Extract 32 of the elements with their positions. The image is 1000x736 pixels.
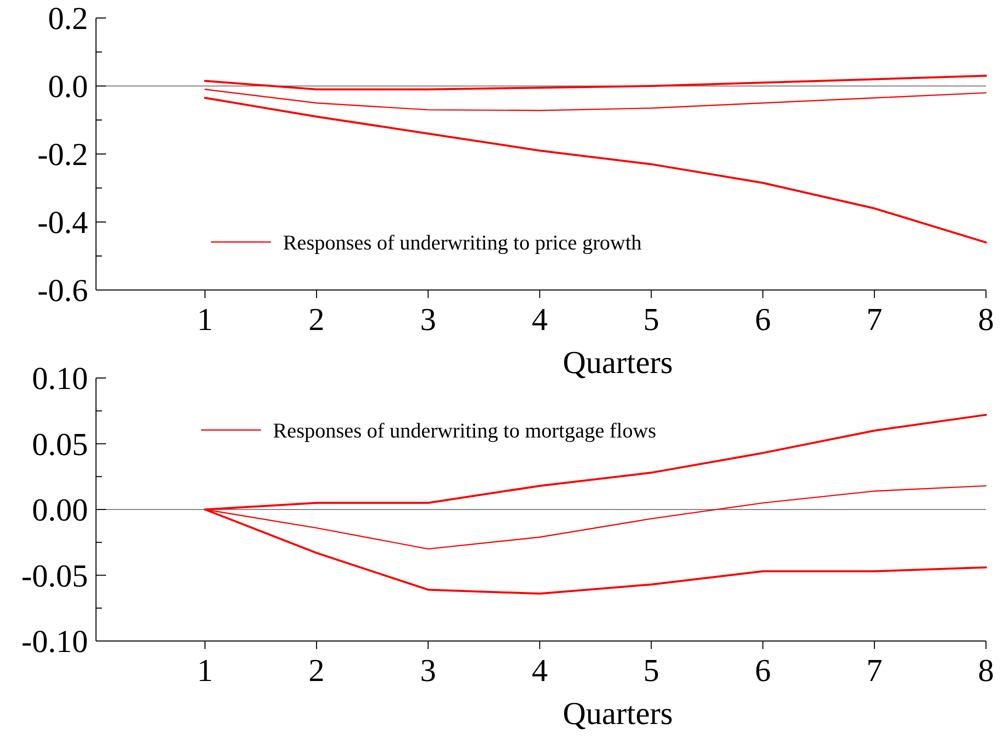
x-tick-label: 8 xyxy=(978,301,994,337)
y-tick-label: -0.05 xyxy=(21,557,88,594)
line-series xyxy=(204,88,987,112)
x-tick-label: 4 xyxy=(532,652,548,688)
x-tick-label: 5 xyxy=(643,652,660,688)
x-tick-label: 3 xyxy=(420,652,436,688)
legend-label: Responses of underwriting to mortgage flows xyxy=(273,418,656,442)
y-tick-label: -0.6 xyxy=(37,272,88,308)
y-tick-label: 0.2 xyxy=(48,0,88,36)
x-tick-label: 5 xyxy=(643,301,660,337)
y-tick-label: 0.05 xyxy=(32,426,88,462)
x-tick-label: 7 xyxy=(866,301,882,337)
x-tick-label: 2 xyxy=(308,301,325,337)
x-axis-title: Quarters xyxy=(562,695,673,731)
line-series xyxy=(204,74,987,90)
x-tick-label: 3 xyxy=(420,301,436,337)
x-tick-label: 1 xyxy=(196,301,213,337)
legend-label: Responses of underwriting to price growth xyxy=(283,230,642,254)
x-tick-label: 2 xyxy=(308,652,325,688)
y-tick-label: -0.10 xyxy=(21,623,88,660)
x-tick-label: 6 xyxy=(754,301,771,337)
x-tick-label: 8 xyxy=(978,652,994,688)
y-tick-label: 0.10 xyxy=(32,360,88,396)
x-tick-label: 4 xyxy=(532,301,548,337)
y-tick-label: 0.00 xyxy=(32,492,88,528)
x-tick-label: 1 xyxy=(196,652,213,688)
x-tick-label: 6 xyxy=(754,652,771,688)
x-axis-title: Quarters xyxy=(562,344,673,380)
x-tick-label: 7 xyxy=(866,652,882,688)
y-tick-label: -0.4 xyxy=(37,204,88,240)
y-tick-label: -0.2 xyxy=(37,136,88,172)
y-tick-label: 0.0 xyxy=(48,68,88,104)
